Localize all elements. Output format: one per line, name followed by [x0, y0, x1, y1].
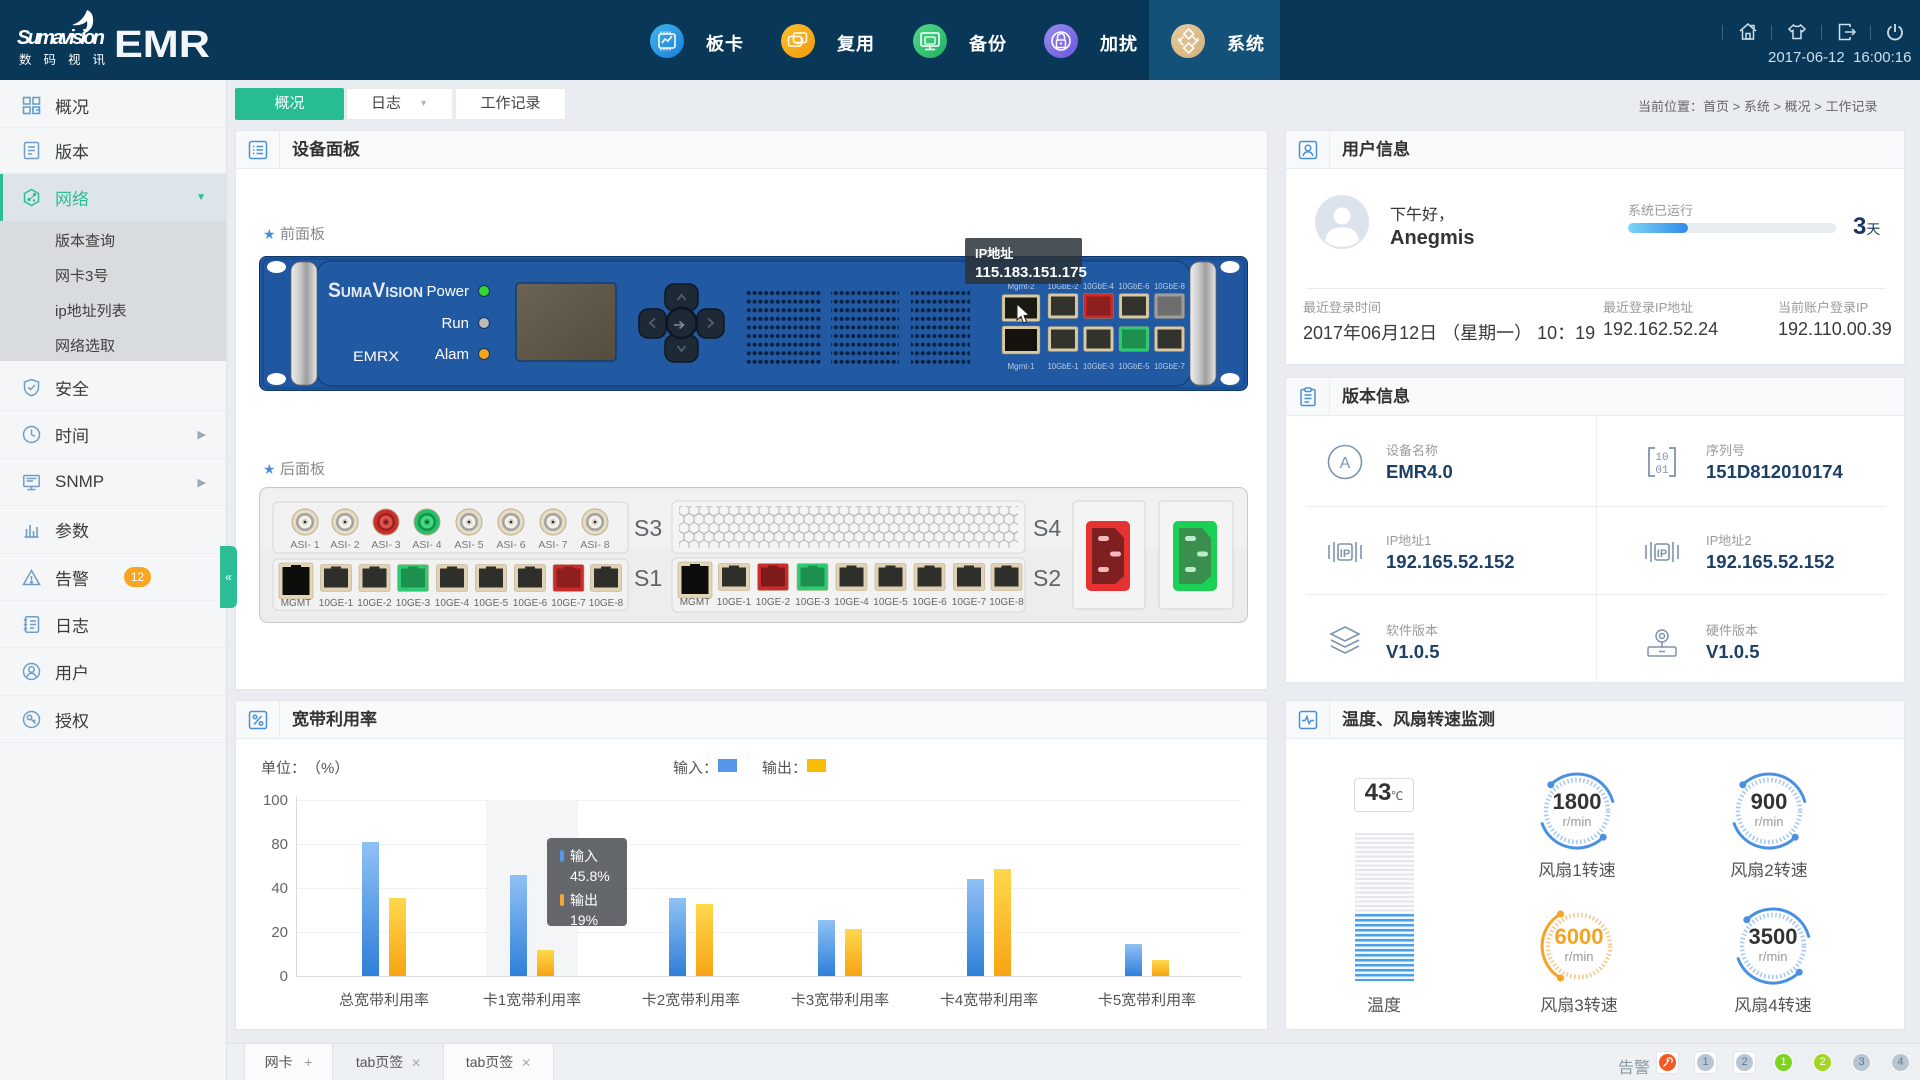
svg-text:S1: S1 — [634, 565, 662, 591]
svg-text:S2: S2 — [1033, 565, 1061, 591]
svg-text:MGMT: MGMT — [680, 597, 711, 608]
svg-text:ASI- 4: ASI- 4 — [412, 539, 441, 551]
svg-text:10GbE-2: 10GbE-2 — [1048, 281, 1079, 291]
svg-text:ASI- 2: ASI- 2 — [330, 539, 359, 551]
svg-text:10GE-1: 10GE-1 — [717, 597, 752, 608]
svg-text:r/min: r/min — [1759, 949, 1788, 964]
svg-text:ASI- 7: ASI- 7 — [538, 539, 567, 551]
svg-text:ASI- 8: ASI- 8 — [580, 539, 609, 551]
svg-text:IP: IP — [1657, 548, 1667, 560]
svg-text:r/min: r/min — [1563, 814, 1592, 829]
svg-text:10GE-5: 10GE-5 — [873, 597, 908, 608]
svg-text:r/min: r/min — [1755, 814, 1784, 829]
svg-text:10GE-8: 10GE-8 — [589, 598, 624, 609]
svg-text:EMRX: EMRX — [353, 348, 400, 364]
svg-text:Run: Run — [441, 315, 469, 332]
svg-text:SUMAVISION: SUMAVISION — [328, 279, 423, 302]
svg-text:A: A — [1340, 455, 1351, 472]
svg-text:10GE-5: 10GE-5 — [474, 598, 509, 609]
svg-text:S3: S3 — [634, 515, 662, 541]
svg-text:r/min: r/min — [1565, 949, 1594, 964]
svg-text:10GE-7: 10GE-7 — [952, 597, 987, 608]
svg-text:ASI- 3: ASI- 3 — [371, 539, 400, 551]
svg-text:Alam: Alam — [435, 346, 469, 363]
svg-text:10GbE-5: 10GbE-5 — [1119, 361, 1150, 371]
svg-text:ASI- 6: ASI- 6 — [496, 539, 525, 551]
svg-text:10GE-6: 10GE-6 — [912, 597, 947, 608]
svg-text:10GE-2: 10GE-2 — [756, 597, 791, 608]
svg-text:10GE-7: 10GE-7 — [551, 598, 586, 609]
svg-text:1800: 1800 — [1553, 789, 1602, 814]
svg-text:10GE-8: 10GE-8 — [989, 597, 1024, 608]
svg-text:900: 900 — [1751, 789, 1788, 814]
svg-text:10GbE-1: 10GbE-1 — [1048, 361, 1079, 371]
svg-text:10GbE-6: 10GbE-6 — [1119, 281, 1150, 291]
svg-text:IP: IP — [1340, 548, 1350, 560]
svg-text:10GbE-3: 10GbE-3 — [1083, 361, 1114, 371]
svg-text:10GE-3: 10GE-3 — [795, 597, 830, 608]
svg-text:10GbE-7: 10GbE-7 — [1154, 361, 1185, 371]
svg-text:10GE-4: 10GE-4 — [834, 597, 869, 608]
svg-text:6000: 6000 — [1555, 924, 1604, 949]
svg-text:MGMT: MGMT — [281, 598, 312, 609]
svg-text:S4: S4 — [1033, 515, 1061, 541]
svg-text:Mgmt-1: Mgmt-1 — [1008, 361, 1035, 371]
svg-text:10: 10 — [1655, 452, 1668, 464]
svg-text:10GE-6: 10GE-6 — [513, 598, 548, 609]
svg-text:Sumavision: Sumavision — [17, 27, 105, 49]
svg-text:EMR: EMR — [114, 24, 210, 66]
svg-text:10GE-1: 10GE-1 — [319, 598, 354, 609]
svg-text:Mgmt-2: Mgmt-2 — [1008, 281, 1035, 291]
svg-text:数码视讯: 数码视讯 — [19, 49, 105, 68]
svg-text:3500: 3500 — [1749, 924, 1798, 949]
svg-text:10GE-2: 10GE-2 — [357, 598, 392, 609]
svg-text:10GbE-8: 10GbE-8 — [1154, 281, 1185, 291]
svg-text:01: 01 — [1655, 465, 1669, 477]
svg-text:ASI- 1: ASI- 1 — [290, 539, 319, 551]
svg-text:10GE-4: 10GE-4 — [435, 598, 470, 609]
svg-text:10GbE-4: 10GbE-4 — [1083, 281, 1114, 291]
svg-text:ASI- 5: ASI- 5 — [454, 539, 483, 551]
svg-text:Power: Power — [426, 283, 469, 300]
svg-text:10GE-3: 10GE-3 — [396, 598, 431, 609]
